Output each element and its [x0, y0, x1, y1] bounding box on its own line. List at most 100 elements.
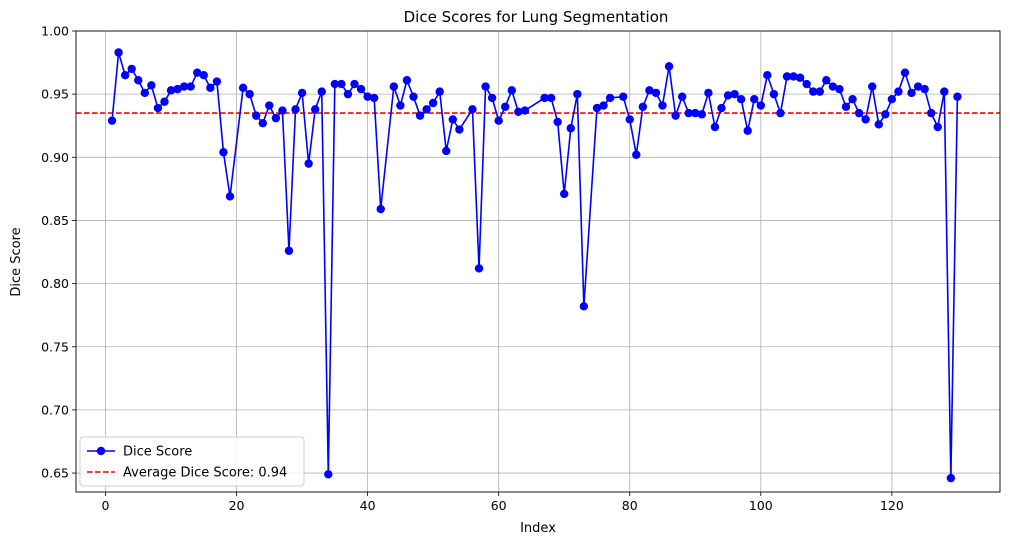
- dice-score-point: [933, 122, 942, 132]
- dice-score-point: [605, 93, 615, 103]
- dice-score-point: [317, 87, 326, 96]
- dice-score-point: [769, 89, 779, 99]
- dice-score-point: [297, 88, 307, 98]
- dice-score-point: [900, 68, 910, 77]
- dice-score-point: [894, 87, 903, 96]
- dice-score-point: [291, 105, 300, 114]
- dice-score-point: [507, 86, 516, 95]
- dice-score-point: [304, 159, 313, 168]
- dice-score-point: [343, 89, 353, 99]
- x-tick-label: 80: [622, 498, 638, 513]
- dice-score-point: [435, 87, 444, 96]
- y-tick-label: 0.85: [41, 213, 69, 228]
- dice-score-point: [160, 97, 169, 106]
- dice-score-point: [560, 189, 569, 199]
- dice-score-point: [225, 192, 235, 201]
- dice-score-point: [743, 126, 752, 135]
- dice-score-point: [750, 95, 759, 104]
- dice-score-point: [376, 204, 385, 214]
- dice-score-point: [514, 107, 523, 117]
- dice-score-point: [592, 103, 602, 113]
- dice-score-point: [697, 110, 707, 119]
- dice-score-point: [874, 120, 883, 129]
- dice-score-point: [671, 111, 680, 120]
- dice-score-point: [396, 101, 405, 110]
- dice-score-point: [710, 122, 720, 132]
- dice-score-point: [363, 92, 372, 101]
- plot-frame: [75, 30, 1001, 493]
- y-tick-label: 0.95: [41, 87, 69, 102]
- y-tick-label: 1.00: [41, 24, 69, 39]
- dice-score-point: [599, 101, 608, 110]
- dice-score-point: [409, 92, 418, 101]
- dice-score-point: [658, 101, 667, 110]
- dice-score-point: [199, 71, 208, 80]
- dice-score-point: [822, 76, 831, 85]
- dice-score-point: [252, 111, 261, 120]
- dice-score-point: [173, 84, 182, 94]
- y-tick-label: 0.80: [41, 276, 69, 291]
- dice-score-point: [566, 124, 575, 133]
- dice-score-point: [402, 76, 412, 85]
- dice-score-point: [468, 105, 477, 114]
- dice-score-point: [134, 76, 143, 85]
- dice-score-point: [717, 103, 726, 113]
- legend: Dice Score Average Dice Score: 0.94: [79, 436, 305, 487]
- dice-score-point: [120, 71, 130, 80]
- dice-score-point: [193, 68, 202, 77]
- dice-score-point: [763, 71, 772, 80]
- y-tick-label: 0.90: [41, 150, 69, 165]
- dice-score-point: [284, 246, 294, 255]
- dice-score-point: [841, 102, 851, 111]
- dice-score-point: [579, 302, 589, 311]
- dice-score-point: [795, 73, 805, 82]
- dice-score-point: [501, 102, 510, 111]
- dice-score-point: [723, 91, 733, 100]
- dice-score-point: [140, 88, 150, 98]
- dice-score-point: [114, 48, 123, 57]
- dice-score-point: [219, 148, 228, 157]
- dice-score-point: [809, 87, 818, 96]
- legend-dice-label: Dice Score: [123, 445, 192, 460]
- dice-score-point: [828, 82, 838, 91]
- y-tick-label: 0.65: [41, 466, 69, 481]
- dice-score-point: [848, 95, 857, 104]
- dice-score-point: [664, 62, 674, 71]
- dice-score-point: [789, 72, 798, 81]
- dice-score-point: [704, 88, 713, 98]
- dice-score-point: [802, 79, 811, 89]
- dice-score-point: [147, 81, 156, 90]
- dice-score-point: [776, 108, 785, 118]
- dice-score-point: [887, 95, 897, 104]
- dice-score-point: [481, 82, 490, 91]
- x-tick-label: 0: [102, 498, 110, 513]
- dice-score-point: [127, 64, 136, 74]
- dice-score-point: [946, 473, 956, 483]
- dice-score-point: [920, 84, 929, 94]
- y-tick-label: 0.75: [41, 339, 69, 354]
- dice-score-point: [782, 72, 792, 81]
- y-tick-label: 0.70: [41, 402, 69, 417]
- dice-score-point: [926, 108, 936, 118]
- dice-score-point: [881, 110, 890, 119]
- dice-score-point: [107, 116, 117, 125]
- dice-score-point: [651, 88, 661, 98]
- dice-score-point: [756, 101, 766, 110]
- dice-score-point: [271, 113, 281, 123]
- dice-score-point: [625, 115, 634, 124]
- x-tick-label: 120: [880, 498, 904, 513]
- dice-score-point: [638, 102, 648, 111]
- dice-score-point: [913, 82, 923, 91]
- y-axis-title: Dice Score: [9, 227, 24, 296]
- dice-score-point: [238, 83, 248, 93]
- dice-score-series: [107, 48, 962, 483]
- dice-score-point: [278, 106, 287, 115]
- dice-score-point: [369, 93, 379, 103]
- dice-score-point: [815, 87, 824, 96]
- dice-score-point: [953, 92, 962, 101]
- dice-score-point: [179, 82, 189, 91]
- dice-score-point: [442, 146, 451, 156]
- dice-score-point: [854, 108, 864, 118]
- dice-score-point: [684, 108, 693, 118]
- dice-score-point: [330, 79, 340, 89]
